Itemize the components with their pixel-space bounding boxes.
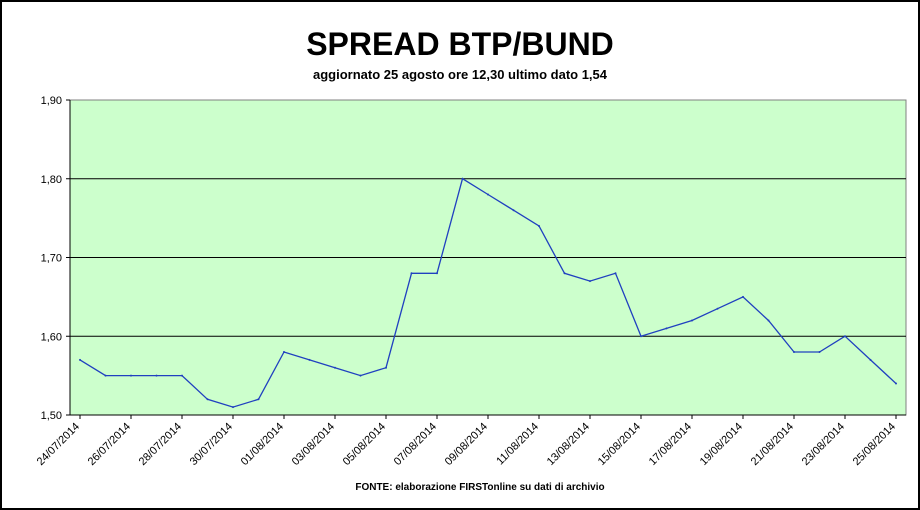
x-tick-label: 25/08/2014 — [851, 421, 898, 468]
data-point — [691, 319, 693, 322]
data-point — [512, 209, 515, 212]
x-tick-label: 26/07/2014 — [86, 421, 133, 468]
data-point — [79, 358, 81, 361]
data-point — [461, 177, 464, 180]
data-point — [334, 366, 336, 369]
x-tick-label: 09/08/2014 — [443, 421, 490, 468]
data-point — [869, 358, 872, 361]
x-tick-label: 13/08/2014 — [545, 421, 592, 468]
data-point — [410, 272, 413, 275]
x-tick-label: 07/08/2014 — [392, 421, 439, 468]
y-tick-label: 1,70 — [41, 253, 62, 265]
x-tick-label: 24/07/2014 — [35, 421, 82, 468]
data-point — [385, 366, 387, 369]
data-point — [436, 272, 438, 275]
data-point — [793, 351, 795, 353]
y-tick-label: 1,50 — [41, 410, 62, 422]
data-point — [257, 398, 260, 401]
data-point — [563, 272, 566, 275]
x-tick-label: 17/08/2014 — [647, 421, 694, 468]
y-tick-label: 1,80 — [41, 174, 62, 186]
data-point — [283, 351, 285, 353]
data-point — [767, 319, 770, 322]
x-tick-label: 11/08/2014 — [494, 421, 541, 468]
data-point — [742, 295, 744, 298]
x-tick-label: 05/08/2014 — [341, 421, 388, 468]
plot-area: 1,50 1,60 1,70 1,80 1,90 24/07/2014 26/07/2014… — [35, 95, 907, 468]
data-point — [844, 335, 846, 338]
data-point — [487, 193, 489, 196]
x-tick-label: 21/08/2014 — [749, 421, 796, 468]
data-point — [538, 225, 540, 227]
chart-subtitle: aggiornato 25 agosto ore 12,30 ultimo da… — [313, 67, 608, 82]
x-tick-label: 03/08/2014 — [290, 421, 337, 468]
y-tick-label: 1,60 — [41, 331, 62, 343]
data-point — [308, 358, 311, 361]
x-tick-label: 19/08/2014 — [698, 421, 745, 468]
data-point — [181, 374, 183, 377]
data-point — [206, 398, 209, 401]
x-tick-label: 30/07/2014 — [188, 421, 235, 468]
data-point — [155, 374, 158, 377]
data-point — [589, 280, 591, 283]
x-tick-label: 15/08/2014 — [596, 421, 643, 468]
data-point — [104, 374, 107, 377]
data-point — [640, 335, 642, 338]
x-tick-label: 01/08/2014 — [239, 421, 286, 468]
data-point — [818, 351, 821, 353]
y-tick-label: 1,90 — [41, 95, 62, 107]
data-point — [359, 374, 362, 377]
data-point — [895, 382, 897, 385]
x-tick-label: 28/07/2014 — [137, 421, 184, 468]
data-point — [716, 307, 719, 310]
x-tick-label: 23/08/2014 — [800, 421, 847, 468]
data-point — [130, 374, 132, 377]
chart-title: SPREAD BTP/BUND — [306, 26, 614, 62]
data-point — [232, 406, 234, 409]
data-point — [665, 327, 668, 330]
data-point — [614, 272, 617, 275]
chart-source: FONTE: elaborazione FIRSTonline su dati … — [355, 482, 604, 493]
